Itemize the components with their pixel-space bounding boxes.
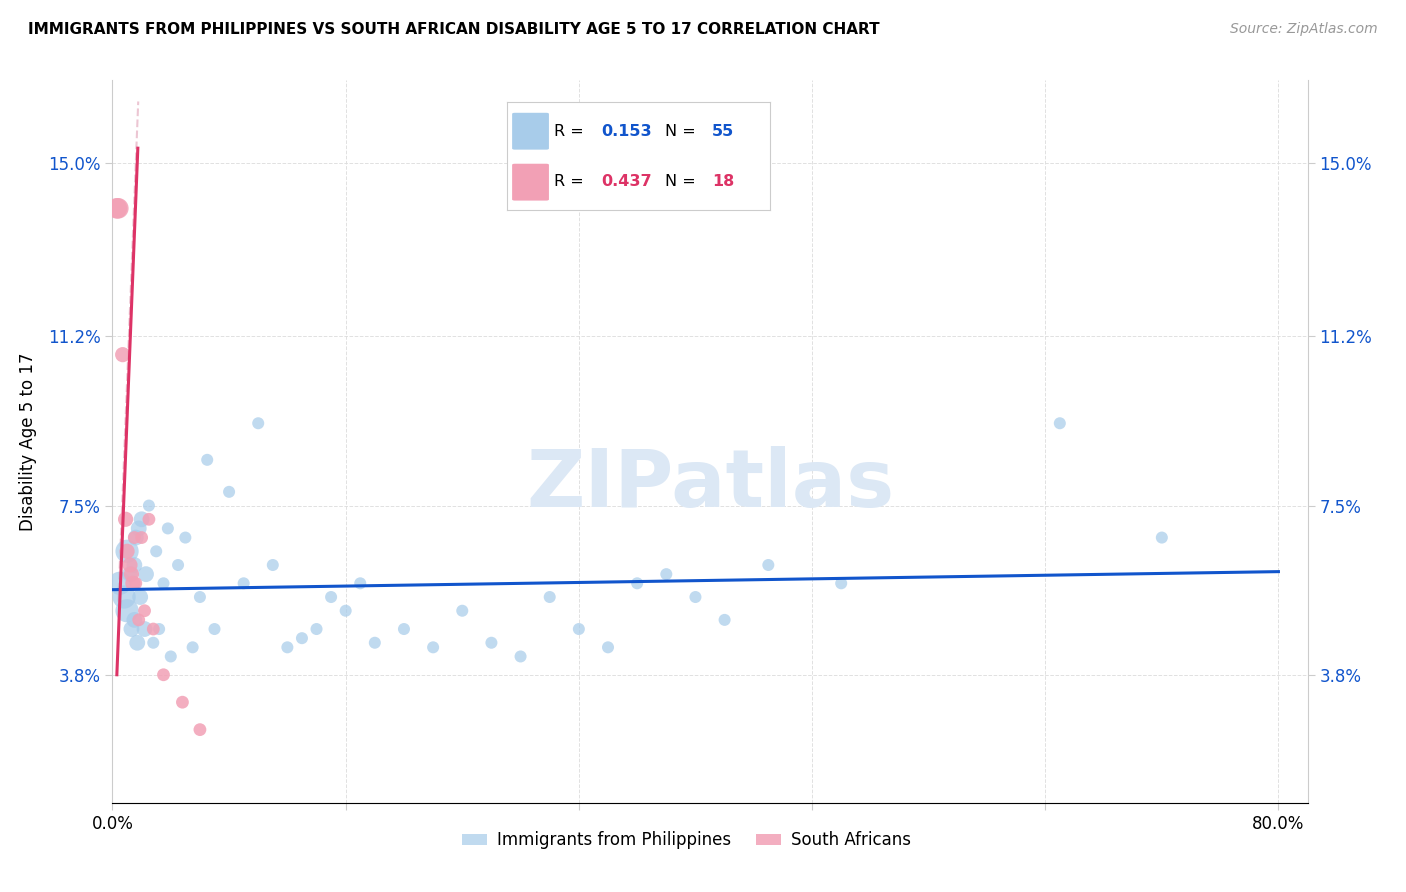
Point (115, 604, 138, 618)
Point (124, 558, 146, 572)
Text: ZIPatlas: ZIPatlas (526, 446, 894, 524)
Point (142, 622, 165, 636)
Text: Source: ZipAtlas.com: Source: ZipAtlas.com (1230, 22, 1378, 37)
Point (335, 604, 357, 618)
Point (181, 640, 204, 655)
Point (118, 558, 141, 572)
Point (232, 576, 254, 591)
Point (538, 590, 561, 604)
Point (262, 558, 284, 572)
Point (626, 576, 648, 591)
Point (142, 636, 165, 650)
Point (596, 640, 619, 655)
Point (148, 622, 170, 636)
Point (115, 544, 138, 558)
Point (128, 613, 150, 627)
Point (204, 622, 226, 636)
Point (685, 590, 707, 604)
Point (131, 512, 153, 526)
Point (364, 636, 387, 650)
Point (167, 558, 190, 572)
Point (247, 416, 270, 430)
Point (655, 567, 678, 582)
Point (138, 499, 160, 513)
Point (134, 604, 156, 618)
Point (129, 590, 152, 604)
Point (125, 576, 148, 591)
Point (122, 576, 145, 591)
Point (422, 640, 444, 655)
Legend: Immigrants from Philippines, South Africans: Immigrants from Philippines, South Afric… (456, 824, 917, 856)
Point (114, 512, 136, 526)
Point (107, 202, 129, 216)
Text: IMMIGRANTS FROM PHILIPPINES VS SOUTH AFRICAN DISABILITY AGE 5 TO 17 CORRELATION : IMMIGRANTS FROM PHILIPPINES VS SOUTH AFR… (28, 22, 880, 37)
Point (349, 576, 371, 591)
Point (145, 544, 167, 558)
Point (127, 636, 149, 650)
Point (276, 640, 298, 655)
Point (134, 622, 156, 636)
Point (188, 723, 211, 737)
Point (451, 604, 474, 618)
Point (128, 521, 150, 535)
Point (1049, 416, 1071, 430)
Point (135, 567, 157, 582)
Point (713, 613, 735, 627)
Point (125, 531, 148, 545)
Point (756, 558, 779, 572)
Point (138, 512, 160, 526)
Point (305, 622, 328, 636)
Point (112, 590, 135, 604)
Point (188, 590, 211, 604)
Y-axis label: Disability Age 5 to 17: Disability Age 5 to 17 (18, 352, 37, 531)
Point (481, 636, 503, 650)
Point (115, 544, 138, 558)
Point (111, 348, 134, 362)
Point (152, 576, 174, 591)
Point (159, 649, 181, 664)
Point (392, 622, 415, 636)
Point (108, 576, 131, 591)
Point (118, 567, 141, 582)
Point (105, 202, 128, 216)
Point (172, 695, 194, 709)
Point (120, 622, 142, 636)
Point (124, 613, 146, 627)
Point (830, 576, 852, 591)
Point (319, 590, 342, 604)
Point (174, 531, 197, 545)
Point (509, 649, 531, 664)
Point (195, 453, 218, 467)
Point (156, 521, 179, 535)
Point (218, 484, 240, 499)
Point (1150, 531, 1173, 545)
Point (124, 531, 146, 545)
Point (131, 531, 153, 545)
Point (568, 622, 591, 636)
Point (120, 567, 142, 582)
Point (152, 667, 174, 681)
Point (291, 631, 314, 645)
